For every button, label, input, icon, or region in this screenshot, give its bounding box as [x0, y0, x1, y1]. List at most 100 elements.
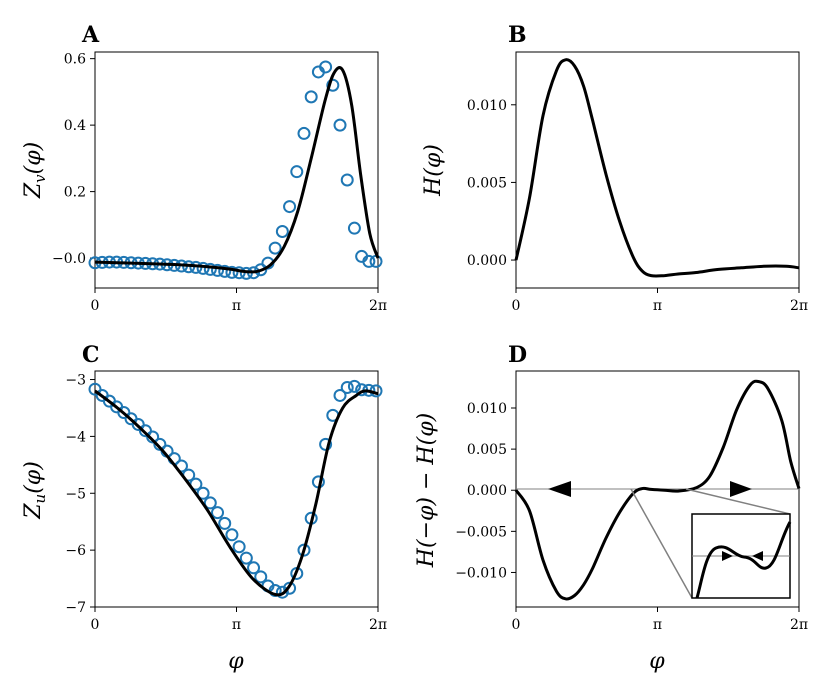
panel-a-ylabel: Zv(φ) [21, 142, 49, 199]
series-line-theory [94, 389, 379, 597]
data-point-marker [225, 265, 239, 279]
panel-letter-a: A [81, 22, 100, 48]
data-point-marker [319, 437, 333, 451]
data-point-marker [333, 118, 347, 132]
y-tick-label: 0.2 [64, 185, 86, 201]
panel-d-xlabel: φ [649, 649, 665, 674]
y-tick-label: 0.6 [64, 52, 86, 68]
y-tick-label: 0.005 [467, 442, 507, 458]
panel-c-ylabel: Zu(φ) [21, 461, 49, 520]
panel-letter-d: D [508, 342, 527, 368]
x-tick-label: π [232, 298, 241, 314]
arrow-left-marker [548, 481, 571, 497]
data-point-marker [347, 221, 361, 235]
svg-text:H(−φ) − H(φ): H(−φ) − H(φ) [414, 413, 439, 568]
data-point-marker [297, 543, 311, 557]
y-tick-label: −6 [65, 543, 86, 559]
y-tick-label: −4 [65, 429, 86, 445]
svg-text:Zv(φ): Zv(φ) [21, 142, 49, 199]
data-point-marker [326, 78, 340, 92]
x-tick-label: 0 [512, 298, 521, 314]
data-point-marker [362, 254, 376, 268]
x-tick-label: 2π [790, 617, 808, 633]
y-tick-label: −0.0 [52, 251, 86, 267]
y-tick-label: 0.010 [467, 401, 507, 417]
panel-a-series [88, 60, 383, 280]
data-point-marker [290, 165, 304, 179]
panel-d: D 0 π 2π 0.010 0.005 0.000 −0.005 −0.010 H(−φ) … [414, 342, 808, 674]
y-tick-label: −0.010 [455, 565, 507, 581]
data-point-marker [283, 200, 297, 214]
panel-c-xlabel: φ [228, 649, 244, 674]
data-point-marker [153, 437, 167, 451]
y-tick-label: −0.005 [455, 524, 507, 540]
panel-b-frame [515, 51, 800, 289]
data-point-marker [211, 263, 225, 277]
panel-c-frame [94, 370, 379, 608]
inset-connector-left [630, 488, 693, 599]
y-tick-label: −7 [65, 600, 86, 616]
data-point-marker [347, 379, 361, 393]
inset-arrow-right [722, 551, 733, 561]
data-point-marker [196, 486, 210, 500]
series-line-h [514, 58, 800, 278]
panel-b: B 0 π 2π 0.000 0.005 0.010 H(φ) [421, 22, 808, 314]
svg-text:Zu(φ): Zu(φ) [21, 461, 49, 520]
data-point-marker [203, 262, 217, 276]
x-tick-label: 0 [512, 617, 521, 633]
x-tick-label: 0 [91, 617, 100, 633]
panel-c-ticks: 0 π 2π −3 −4 −5 −6 −7 [65, 373, 387, 633]
data-point-marker [232, 540, 246, 554]
data-point-marker [146, 430, 160, 444]
panel-c: C 0 π 2π −3 −4 −5 −6 −7 Zu(φ) φ [21, 342, 387, 674]
panel-d-ticks: 0 π 2π 0.010 0.005 0.000 −0.005 −0.010 [455, 401, 808, 633]
x-tick-label: 2π [790, 298, 808, 314]
panel-d-series [514, 379, 801, 601]
data-point-marker [254, 570, 268, 584]
panel-letter-b: B [508, 22, 527, 48]
y-tick-label: 0.000 [467, 483, 507, 499]
data-point-marker [239, 551, 253, 565]
x-tick-label: 2π [369, 617, 387, 633]
data-point-marker [254, 263, 268, 277]
panel-b-ticks: 0 π 2π 0.000 0.005 0.010 [467, 98, 808, 314]
inset-zoom [630, 488, 792, 599]
y-tick-label: −3 [65, 373, 86, 389]
svg-text:H(φ): H(φ) [421, 144, 446, 197]
x-tick-label: π [232, 617, 241, 633]
data-point-marker [333, 388, 347, 402]
data-point-marker [218, 516, 232, 530]
y-tick-label: 0.010 [467, 98, 507, 114]
data-point-marker [211, 506, 225, 520]
panel-a-frame [94, 51, 379, 289]
panel-b-series [514, 58, 800, 278]
panel-a: A 0 π 2π −0.0 0.2 0.4 0.6 Zv(φ) [21, 22, 387, 314]
data-point-marker [297, 126, 311, 140]
data-point-marker [218, 264, 232, 278]
panel-letter-c: C [82, 342, 100, 368]
data-point-marker [304, 90, 318, 104]
data-point-marker [319, 60, 333, 74]
inset-connector-right [685, 488, 791, 515]
data-point-marker [340, 173, 354, 187]
inset-arrow-left [752, 551, 763, 561]
panel-a-ticks: 0 π 2π −0.0 0.2 0.4 0.6 [52, 52, 387, 314]
panel-b-ylabel: H(φ) [421, 144, 446, 197]
y-tick-label: 0.4 [64, 118, 86, 134]
data-point-marker [340, 380, 354, 394]
inset-curve [695, 521, 792, 599]
data-point-marker [203, 496, 217, 510]
series-line-hh [514, 379, 801, 601]
x-tick-label: 0 [91, 298, 100, 314]
y-tick-label: 0.000 [467, 253, 507, 269]
data-point-marker [369, 254, 383, 268]
data-point-marker [268, 241, 282, 255]
data-point-marker [225, 528, 239, 542]
panel-d-ylabel: H(−φ) − H(φ) [414, 413, 439, 568]
data-point-marker [275, 224, 289, 238]
data-point-marker [275, 585, 289, 599]
arrow-right-marker [730, 481, 752, 497]
y-tick-label: 0.005 [467, 175, 507, 191]
y-tick-label: −5 [65, 486, 86, 502]
